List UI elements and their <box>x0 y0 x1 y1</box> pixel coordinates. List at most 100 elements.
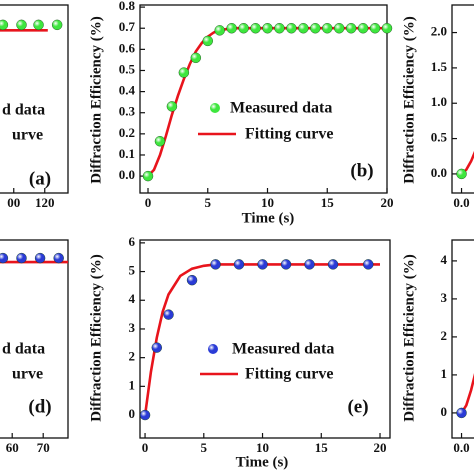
data-point <box>357 23 369 34</box>
data-point <box>139 409 151 421</box>
y-axis-label: Diffraction Efficiency (%) <box>401 254 417 421</box>
data-point <box>16 252 27 264</box>
data-point <box>202 35 213 47</box>
plot-frame <box>0 239 69 439</box>
x-tick-label: 15 <box>315 440 329 455</box>
x-tick-label: 120 <box>35 195 55 210</box>
data-point <box>51 19 63 31</box>
panel-label: (b) <box>350 160 373 181</box>
x-tick-label: 0 <box>145 195 152 210</box>
data-point <box>322 23 333 34</box>
y-tick-label: 3 <box>441 290 448 305</box>
data-point <box>345 23 357 34</box>
legend-label: d data <box>2 341 45 358</box>
data-point <box>0 19 9 31</box>
x-tick-label: 0.0 <box>453 195 469 210</box>
data-point <box>34 252 46 264</box>
data-point <box>262 23 273 34</box>
y-tick-label: 2 <box>441 328 448 343</box>
y-tick-label: 0.7 <box>119 19 136 34</box>
y-tick-label: 0.3 <box>119 104 136 119</box>
data-point <box>274 23 285 34</box>
y-tick-label: 1.5 <box>431 59 448 74</box>
x-tick-label: 0 <box>142 440 149 455</box>
x-axis-label: Time (s) <box>242 210 295 226</box>
data-point <box>369 23 381 34</box>
y-tick-label: 0.4 <box>119 83 136 98</box>
legend-label: urve <box>12 366 43 383</box>
data-point <box>238 23 249 34</box>
legend-label: urve <box>12 127 43 144</box>
data-point <box>233 259 245 270</box>
x-tick-label: 10 <box>256 440 269 455</box>
data-point <box>298 23 309 34</box>
y-tick-label: 0.1 <box>119 146 135 161</box>
data-point <box>178 67 190 78</box>
x-tick-label: 5 <box>201 440 208 455</box>
x-tick-label: 20 <box>381 195 394 210</box>
legend-marker <box>208 344 218 354</box>
y-tick-label: 5 <box>129 263 136 278</box>
data-point <box>280 259 292 270</box>
data-point <box>214 25 225 36</box>
y-tick-label: 2.0 <box>431 24 447 39</box>
y-tick-label: 6 <box>129 234 136 249</box>
y-tick-label: 0.5 <box>431 130 448 145</box>
y-tick-label: 0.5 <box>119 61 136 76</box>
y-tick-label: 0.0 <box>431 165 447 180</box>
data-point <box>334 23 345 34</box>
data-point <box>310 23 321 34</box>
y-tick-label: 3 <box>129 320 136 335</box>
panel-label: (e) <box>347 396 368 417</box>
plot-frame <box>451 239 474 439</box>
y-tick-label: 4 <box>129 291 136 306</box>
x-tick-label: 15 <box>321 195 335 210</box>
plot-frame <box>0 4 69 194</box>
y-axis-label: Diffraction Efficiency (%) <box>88 254 104 421</box>
data-point <box>33 19 44 31</box>
data-point <box>226 23 237 34</box>
data-point <box>186 274 198 286</box>
plot-frame <box>451 4 474 194</box>
y-tick-label: 2 <box>129 349 136 364</box>
data-point <box>151 342 162 353</box>
x-tick-label: 10 <box>261 195 274 210</box>
x-tick-label: 70 <box>37 440 50 455</box>
data-point <box>154 136 166 147</box>
x-axis-label: Time (s) <box>236 454 289 470</box>
x-tick-label: 5 <box>205 195 212 210</box>
y-axis-label: Diffraction Efficiency (%) <box>88 16 104 183</box>
legend-label: Measured data <box>232 341 334 358</box>
data-point <box>286 23 297 34</box>
x-tick-label: 20 <box>374 440 387 455</box>
y-tick-label: 1.0 <box>431 94 447 109</box>
legend-label: d data <box>2 102 45 119</box>
y-tick-label: 1 <box>441 366 448 381</box>
data-point <box>0 252 9 264</box>
legend-label: Fitting curve <box>245 126 333 143</box>
y-axis-label: Diffraction Efficiency (%) <box>401 16 417 183</box>
y-tick-label: 0.8 <box>119 0 136 13</box>
y-tick-label: 1 <box>129 377 136 392</box>
x-tick-label: 60 <box>6 440 19 455</box>
y-tick-label: 0.0 <box>119 167 135 182</box>
panel-label: (a) <box>29 168 51 189</box>
data-point <box>53 252 64 264</box>
fit-curve <box>460 372 474 414</box>
data-point <box>190 52 202 64</box>
legend-label: Measured data <box>230 100 332 117</box>
x-tick-label: 00 <box>7 195 20 210</box>
data-point <box>456 407 467 419</box>
legend-label: Fitting curve <box>245 366 333 383</box>
data-point <box>381 23 393 34</box>
plot-frame <box>139 4 388 194</box>
plot-frame <box>139 239 391 439</box>
data-point <box>250 23 261 34</box>
y-tick-label: 0 <box>441 404 448 419</box>
legend-marker <box>210 103 220 113</box>
data-point <box>16 19 27 31</box>
y-tick-label: 0.6 <box>119 40 136 55</box>
data-point <box>304 259 315 270</box>
data-point <box>210 259 221 270</box>
